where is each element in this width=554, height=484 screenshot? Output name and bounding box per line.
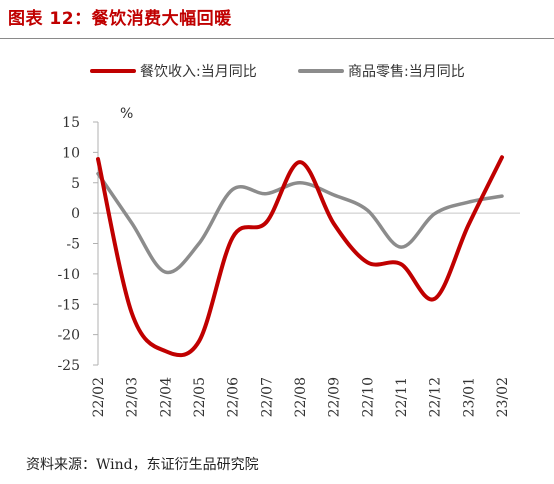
series-line-dining — [96, 155, 504, 358]
x-tick-label: 22/04 — [158, 377, 174, 417]
y-tick-label: 5 — [71, 176, 80, 192]
figure-title: 图表 12：餐饮消费大幅回暖 — [8, 9, 232, 29]
x-tick-label: 22/12 — [428, 377, 444, 417]
y-tick-label: 10 — [62, 145, 80, 161]
y-tick-label: -10 — [57, 267, 80, 283]
x-tick-label: 22/05 — [192, 377, 208, 417]
y-tick-label: 15 — [62, 115, 80, 131]
title-divider — [0, 38, 554, 39]
source-note: 资料来源：Wind，东证衍生品研究院 — [26, 457, 259, 473]
x-tick-label: 22/06 — [226, 377, 242, 417]
x-tick-label: 22/02 — [91, 377, 107, 417]
x-tick-label: 23/01 — [461, 377, 477, 417]
x-tick-label: 22/08 — [293, 377, 309, 417]
y-tick-label: -20 — [57, 328, 80, 344]
series-line-retail — [96, 171, 504, 275]
y-tick-label: -5 — [66, 237, 80, 253]
x-tick-label: 22/09 — [327, 377, 343, 417]
legend-label-retail: 商品零售:当月同比 — [348, 64, 465, 80]
legend-label-dining: 餐饮收入:当月同比 — [140, 64, 257, 80]
y-unit-label: % — [120, 106, 133, 122]
series-group — [96, 155, 504, 358]
x-tick-label: 23/02 — [495, 377, 511, 417]
x-tick-label: 22/11 — [394, 377, 410, 417]
x-tick-label: 22/03 — [125, 377, 141, 417]
y-tick-label: 0 — [71, 206, 80, 222]
x-tick-label: 22/07 — [259, 377, 275, 417]
axes: 15 10 5 0 -5 -10 -15 -20 -25% 22/02 22/03 22/04 22/0… — [57, 106, 520, 417]
y-tick-label: -25 — [57, 358, 80, 374]
y-tick-label: -15 — [57, 297, 80, 313]
x-tick-label: 22/10 — [360, 377, 376, 417]
legend: 餐饮收入:当月同比 商品零售:当月同比 — [90, 64, 465, 80]
